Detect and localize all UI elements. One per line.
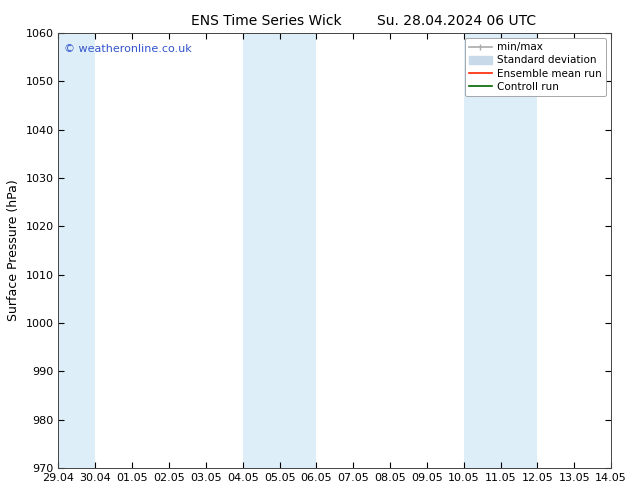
Text: ENS Time Series Wick: ENS Time Series Wick bbox=[191, 14, 342, 28]
Bar bbox=[243, 33, 316, 468]
Y-axis label: Surface Pressure (hPa): Surface Pressure (hPa) bbox=[7, 180, 20, 321]
Bar bbox=[464, 33, 538, 468]
Text: Su. 28.04.2024 06 UTC: Su. 28.04.2024 06 UTC bbox=[377, 14, 536, 28]
Text: © weatheronline.co.uk: © weatheronline.co.uk bbox=[64, 44, 191, 54]
Bar bbox=[58, 33, 95, 468]
Legend: min/max, Standard deviation, Ensemble mean run, Controll run: min/max, Standard deviation, Ensemble me… bbox=[465, 38, 606, 96]
